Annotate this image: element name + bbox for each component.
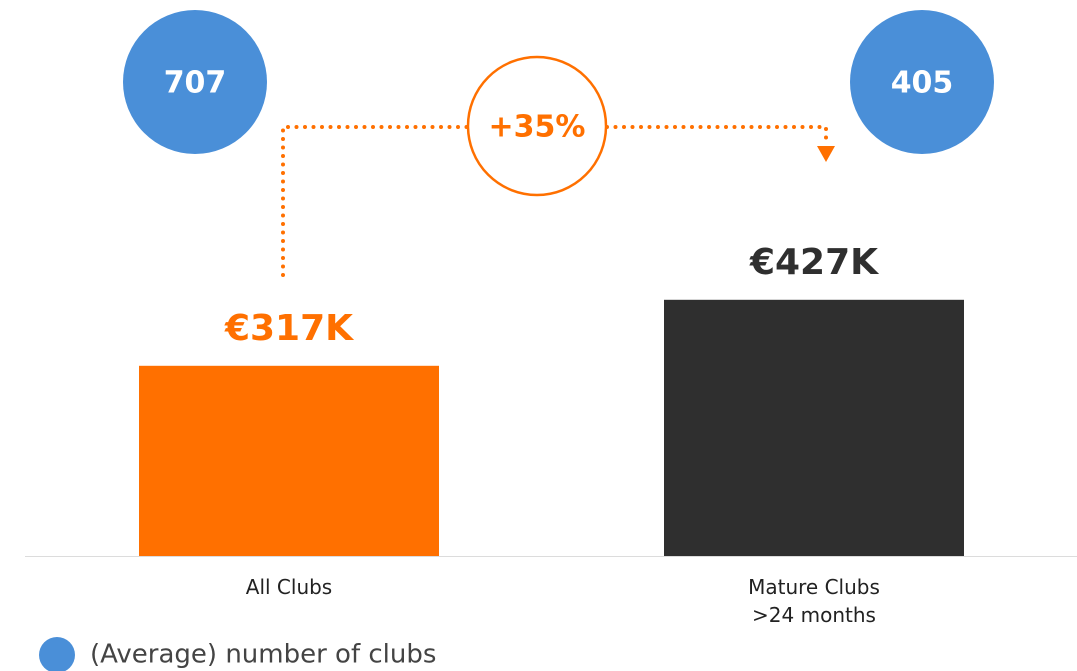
annotation: +35% (489, 110, 586, 145)
x-tick-label: Mature Clubs >24 months (748, 575, 880, 627)
bar (664, 299, 964, 556)
club-count-circle (850, 10, 994, 154)
club-count-label: 707 (164, 66, 227, 101)
club-count-label: 405 (891, 66, 954, 101)
club-count-circle (123, 10, 267, 154)
legend-swatch (39, 637, 75, 671)
annotation-circle (466, 55, 608, 197)
value-label: €427K (749, 242, 879, 283)
bar (139, 365, 439, 556)
connector (281, 125, 828, 277)
value-label: €317K (224, 308, 354, 349)
arrow-head (817, 146, 835, 162)
legend-label: (Average) number of clubs (90, 640, 436, 670)
x-tick-label: All Clubs (245, 575, 333, 599)
